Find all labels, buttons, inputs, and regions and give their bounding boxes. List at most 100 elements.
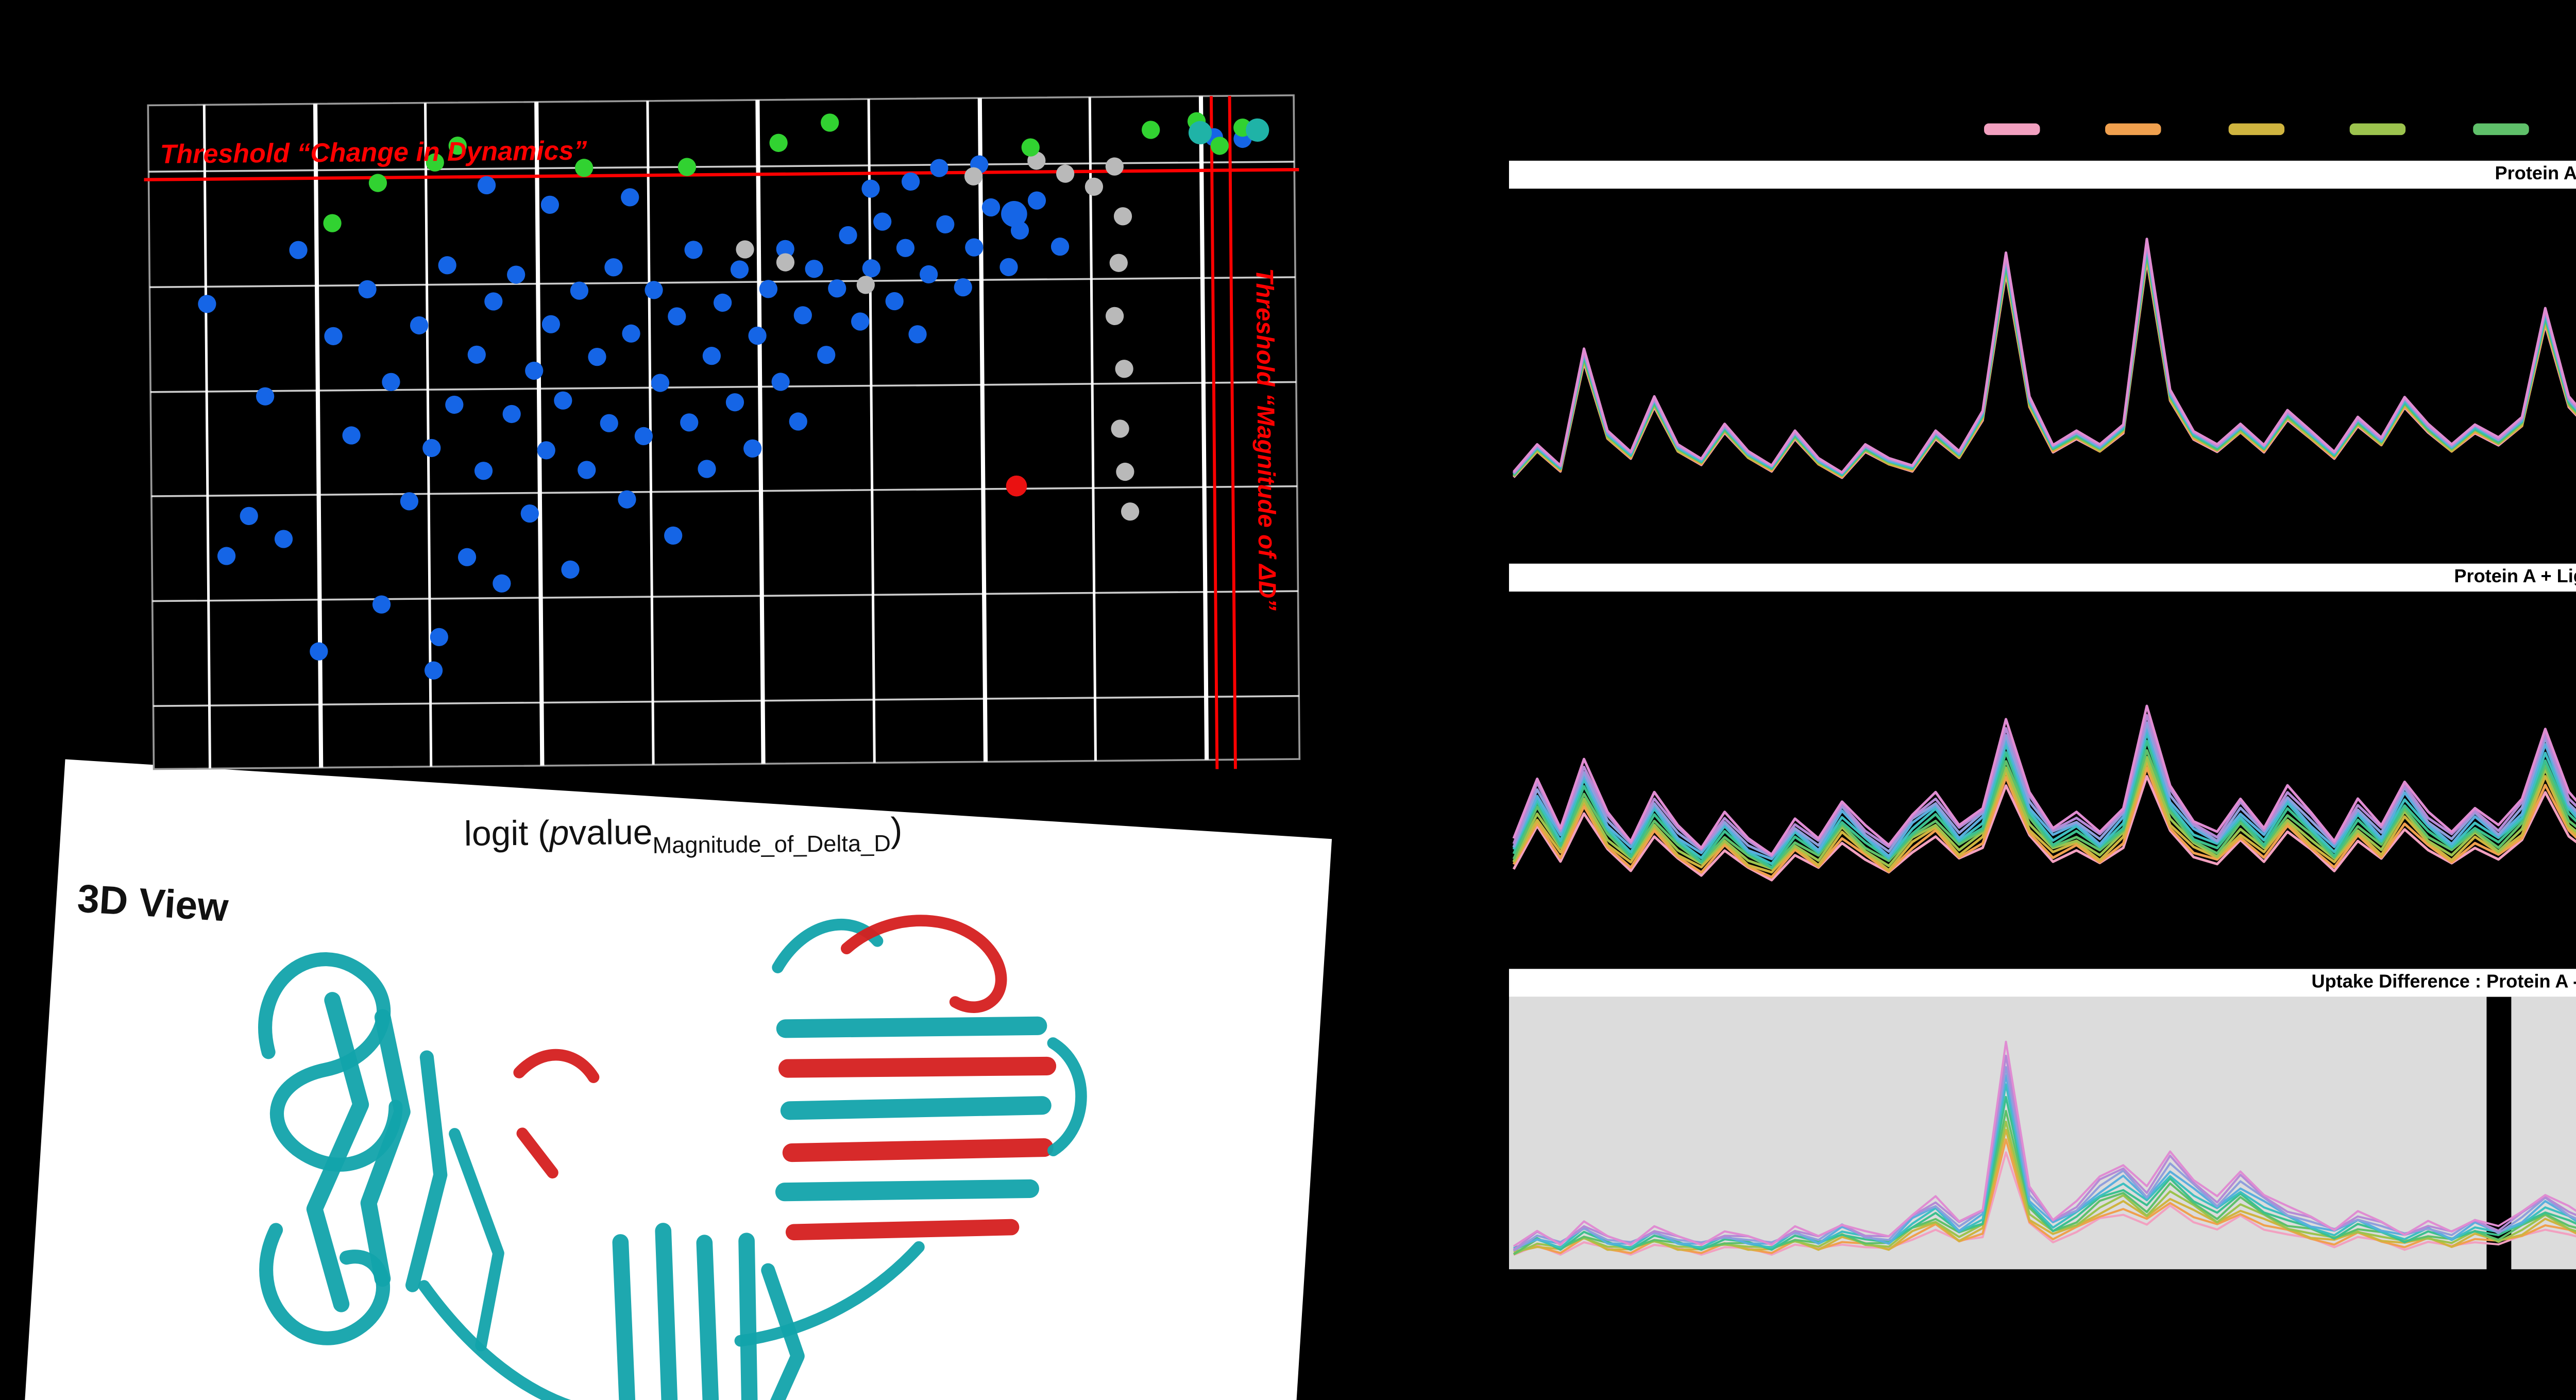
scatter-point[interactable] — [604, 258, 623, 277]
scatter-point[interactable] — [467, 345, 486, 364]
volcano-plot[interactable]: Threshold “Change in Dynamics” Threshold … — [131, 78, 1349, 892]
scatter-point[interactable] — [426, 153, 444, 172]
scatter-point[interactable] — [862, 259, 881, 278]
scatter-point[interactable] — [651, 374, 670, 392]
scatter-point[interactable] — [999, 258, 1018, 277]
scatter-point[interactable] — [368, 174, 387, 192]
scatter-point[interactable] — [198, 295, 216, 313]
uptake-line[interactable] — [1513, 1054, 2576, 1251]
scatter-point[interactable] — [622, 324, 640, 343]
scatter-point[interactable] — [736, 240, 754, 259]
scatter-point[interactable] — [578, 461, 596, 479]
scatter-point[interactable] — [1027, 191, 1046, 210]
scatter-point[interactable] — [502, 404, 521, 424]
scatter-point[interactable] — [310, 642, 328, 661]
scatter-point[interactable] — [217, 547, 236, 565]
scatter-point[interactable] — [240, 507, 258, 526]
scatter-point[interactable] — [759, 280, 778, 298]
scatter-point[interactable] — [289, 241, 308, 259]
scatter-point[interactable] — [561, 560, 580, 579]
scatter-point[interactable] — [422, 438, 441, 458]
legend-entry[interactable] — [1984, 123, 2040, 136]
scatter-point[interactable] — [618, 490, 636, 509]
scatter-point[interactable] — [748, 326, 767, 345]
scatter-point[interactable] — [1021, 138, 1040, 157]
scatter-point[interactable] — [828, 279, 846, 298]
scatter-point[interactable] — [1006, 475, 1027, 497]
scatter-point[interactable] — [400, 492, 419, 511]
3d-view-panel[interactable]: 3D View — [20, 759, 1332, 1400]
uptake-line[interactable] — [1513, 1110, 2576, 1255]
uptake-line[interactable] — [1512, 660, 2576, 865]
scatter-point[interactable] — [1050, 238, 1070, 256]
scatter-point[interactable] — [873, 212, 892, 231]
uptake-line[interactable] — [1512, 699, 2576, 874]
scatter-point[interactable] — [537, 441, 555, 460]
scatter-point[interactable] — [600, 414, 618, 432]
scatter-point[interactable] — [1084, 177, 1104, 196]
scatter-point[interactable] — [457, 548, 477, 567]
uptake-line[interactable] — [1512, 635, 2576, 857]
scatter-point[interactable] — [817, 346, 836, 364]
scatter-point[interactable] — [540, 195, 560, 214]
uptake-line[interactable] — [1513, 238, 2576, 474]
scatter-point[interactable] — [645, 281, 663, 299]
uptake-line[interactable] — [1513, 1138, 2576, 1255]
scatter-point[interactable] — [1116, 462, 1134, 481]
uptake-line[interactable] — [1512, 623, 2576, 856]
scatter-point[interactable] — [493, 574, 511, 593]
scatter-point[interactable] — [507, 265, 526, 284]
scatter-point[interactable] — [372, 595, 391, 614]
scatter-point[interactable] — [541, 315, 561, 333]
scatter-point[interactable] — [936, 215, 955, 234]
legend-entry[interactable] — [2228, 123, 2284, 136]
scatter-point[interactable] — [554, 391, 572, 410]
scatter-point[interactable] — [575, 159, 594, 177]
scatter-point[interactable] — [1111, 419, 1129, 438]
uptake-line[interactable] — [1513, 1151, 2576, 1257]
scatter-point[interactable] — [861, 179, 880, 198]
uptake-line[interactable] — [1512, 651, 2576, 861]
scatter-point[interactable] — [1109, 254, 1128, 272]
scatter-point[interactable] — [901, 172, 920, 191]
scatter-point[interactable] — [1113, 207, 1132, 226]
scatter-point[interactable] — [771, 373, 790, 391]
scatter-point[interactable] — [789, 412, 807, 431]
uptake-line[interactable] — [1512, 707, 2576, 879]
scatter-point[interactable] — [324, 327, 343, 346]
uptake-line[interactable] — [1513, 1095, 2576, 1254]
scatter-point[interactable] — [964, 167, 983, 185]
scatter-point[interactable] — [438, 256, 456, 275]
scatter-point[interactable] — [1105, 307, 1124, 326]
protein-ribbon[interactable] — [20, 760, 1332, 1400]
scatter-point[interactable] — [445, 395, 464, 414]
legend-entry[interactable] — [2106, 123, 2162, 136]
scatter-point[interactable] — [570, 281, 589, 300]
scatter-point[interactable] — [965, 238, 984, 257]
uptake-chart-protein-a-ligand[interactable] — [1509, 592, 2576, 946]
scatter-point[interactable] — [410, 316, 429, 335]
scatter-point[interactable] — [821, 113, 839, 132]
scatter-point[interactable] — [1010, 221, 1029, 240]
scatter-point[interactable] — [1121, 502, 1140, 521]
uptake-line[interactable] — [1512, 682, 2576, 870]
scatter-point[interactable] — [1188, 121, 1212, 145]
scatter-point[interactable] — [477, 176, 496, 195]
scatter-point[interactable] — [525, 361, 544, 380]
legend-entry[interactable] — [2350, 123, 2406, 136]
scatter-point[interactable] — [256, 387, 275, 406]
scatter-point[interactable] — [323, 214, 342, 232]
scatter-point[interactable] — [1105, 157, 1124, 176]
scatter-point[interactable] — [1115, 360, 1133, 378]
scatter-point[interactable] — [698, 460, 716, 478]
uptake-line[interactable] — [1512, 689, 2576, 870]
scatter-point[interactable] — [856, 276, 875, 294]
scatter-point[interactable] — [793, 306, 812, 325]
scatter-point[interactable] — [448, 137, 467, 155]
scatter-point[interactable] — [382, 373, 400, 392]
scatter-point[interactable] — [680, 413, 699, 432]
scatter-point[interactable] — [668, 307, 686, 326]
scatter-point[interactable] — [725, 393, 744, 412]
scatter-point[interactable] — [1246, 118, 1269, 142]
uptake-line[interactable] — [1512, 642, 2576, 858]
